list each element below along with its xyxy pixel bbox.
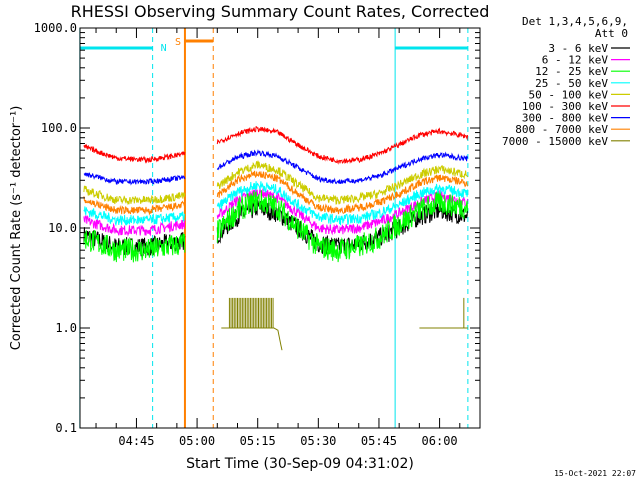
legend-entry-label: 100 - 300 keV <box>522 100 608 113</box>
series-line <box>216 160 469 205</box>
x-tick-label: 05:00 <box>179 434 215 448</box>
series-100-300kev <box>83 126 469 165</box>
legend-entry-label: 800 - 7000 keV <box>515 123 608 136</box>
y-axis: 0.1 1.0 10.0 100.0 1000.0 <box>34 21 480 435</box>
y-tick-label: 0.1 <box>55 421 77 435</box>
x-tick-label: 06:00 <box>422 434 458 448</box>
y-tick-label: 1.0 <box>55 321 77 335</box>
y-tick-label: 1000.0 <box>34 21 77 35</box>
series-12-25kev <box>83 190 469 263</box>
y-tick-label: 10.0 <box>48 221 77 235</box>
series-line <box>216 181 469 226</box>
series-line <box>83 143 186 164</box>
series-7000-15000kev <box>221 297 468 351</box>
chart-title: RHESSI Observing Summary Count Rates, Co… <box>71 2 490 21</box>
y-tick-label: 100.0 <box>41 121 77 135</box>
series-line <box>216 149 469 185</box>
legend-entry-label: 6 - 12 keV <box>542 54 609 67</box>
legend-entry-label: 12 - 25 keV <box>535 65 608 78</box>
legend-header-line-1: Det 1,3,4,5,6,9, <box>522 15 628 28</box>
series-25-50kev <box>83 181 469 227</box>
x-axis-label: Start Time (30-Sep-09 04:31:02) <box>186 456 414 472</box>
series-line <box>83 185 186 206</box>
legend-entry-label: 300 - 800 keV <box>522 112 608 125</box>
legend-entry-label: 7000 - 15000 keV <box>502 135 608 148</box>
series-line <box>216 170 469 215</box>
flag-label: S <box>175 37 181 48</box>
x-tick-label: 05:30 <box>300 434 336 448</box>
series-300-800kev <box>83 149 469 186</box>
series-line <box>216 190 469 263</box>
legend-header-line-2: Att 0 <box>595 27 628 40</box>
series-line <box>83 206 186 227</box>
legend-entry-label: 3 - 6 keV <box>548 42 608 55</box>
series-layer <box>83 126 469 351</box>
series-50-100kev <box>83 160 469 206</box>
legend-entry-label: 50 - 100 keV <box>529 88 609 101</box>
x-tick-label: 05:15 <box>240 434 276 448</box>
x-tick-label: 04:45 <box>118 434 154 448</box>
legend-entry-label: 25 - 50 keV <box>535 77 608 90</box>
series-line <box>83 215 186 237</box>
series-line <box>216 126 469 165</box>
series-line <box>83 196 186 216</box>
series-line <box>83 229 186 263</box>
series-800-7000kev <box>83 170 469 216</box>
x-tick-label: 05:45 <box>361 434 397 448</box>
flag-label: N <box>161 43 167 54</box>
x-axis: 04:45 05:00 05:15 05:30 05:45 06:00 <box>95 28 481 448</box>
timestamp: 15-Oct-2021 22:07 <box>554 469 636 478</box>
series-line <box>83 172 186 186</box>
y-axis-label: Corrected Count Rate (s⁻¹ detector⁻¹) <box>9 106 24 351</box>
